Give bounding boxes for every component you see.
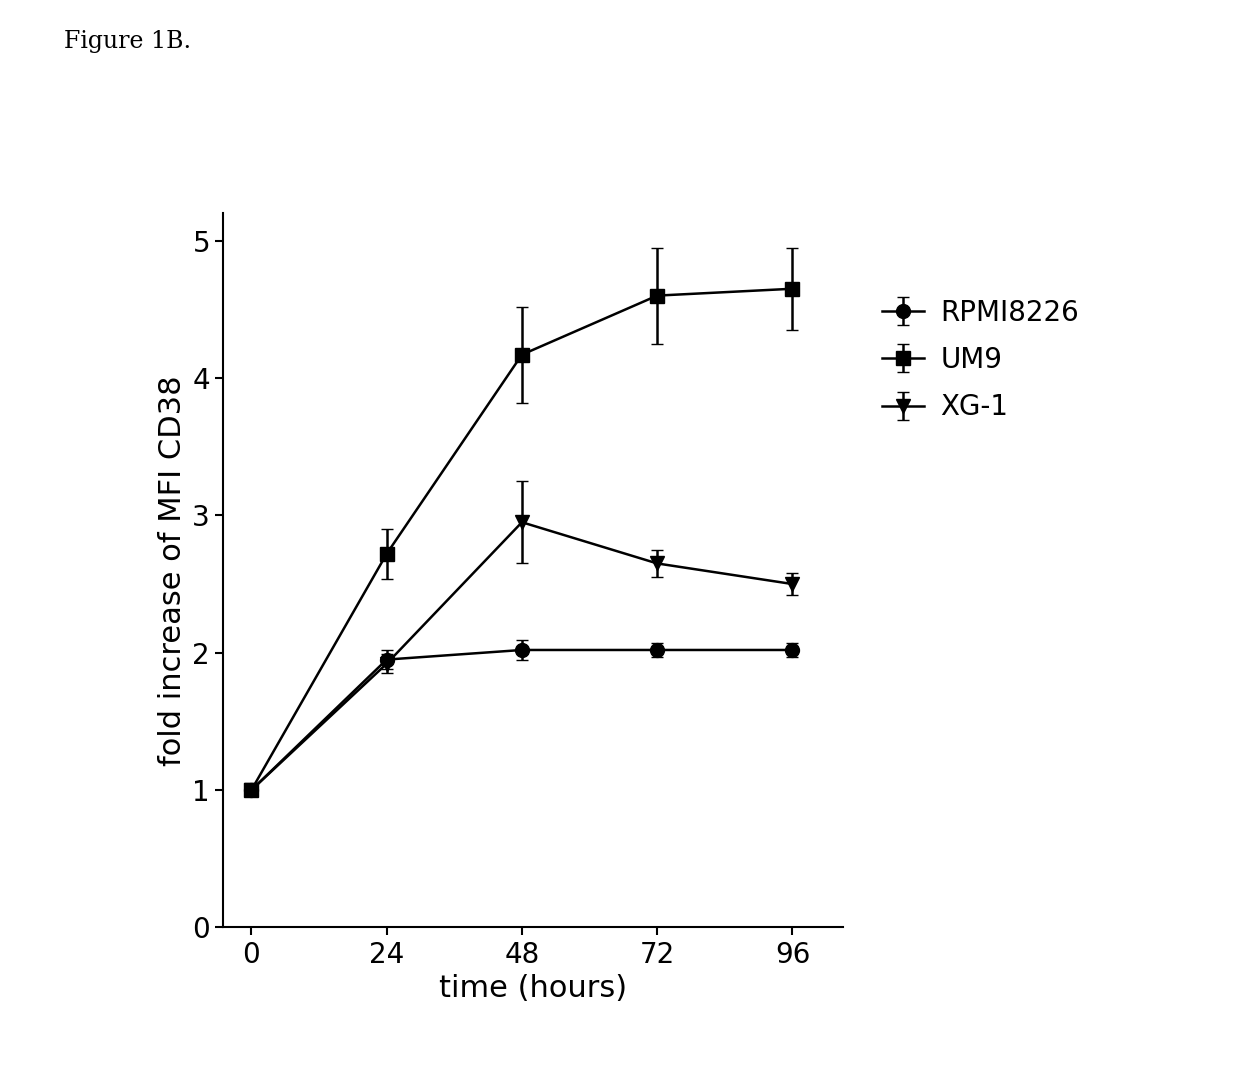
X-axis label: time (hours): time (hours) <box>439 974 627 1003</box>
Legend: RPMI8226, UM9, XG-1: RPMI8226, UM9, XG-1 <box>882 298 1079 421</box>
Y-axis label: fold increase of MFI CD38: fold increase of MFI CD38 <box>157 375 187 765</box>
Text: Figure 1B.: Figure 1B. <box>64 30 192 53</box>
